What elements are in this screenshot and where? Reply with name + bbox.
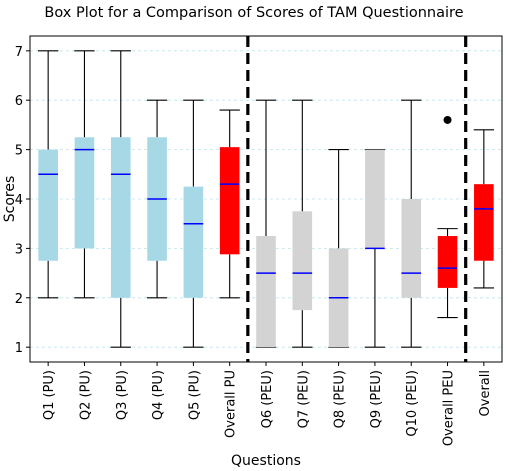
y-tick-label: 2 [15,292,23,307]
y-tick-label: 6 [15,94,23,109]
axes: 1 2 3 4 5 6 7 Q1 (PU) Q2 (PU) Q3 (PU) Q4 (PU) Q5 (P… [15,35,503,446]
box-group [37,36,495,362]
box [183,186,204,298]
y-tick-label: 3 [15,242,23,257]
x-axis-title: Questions [231,453,301,469]
x-tick-label: Q10 (PEU) [405,370,420,437]
x-tick-label: Overall PEU [442,370,457,446]
y-tick-label: 4 [15,193,23,208]
box [38,149,58,261]
box [256,236,276,348]
y-tick-label: 7 [15,45,23,60]
x-tick-label: Q2 (PU) [78,370,93,420]
y-axis-title: Scores [2,176,18,223]
x-tick-label: Q3 (PU) [115,370,130,420]
x-tick-label: Q9 (PEU) [369,370,384,428]
x-tick-label: Q1 (PU) [42,370,57,420]
box [401,199,422,298]
x-tick-label: Q7 (PEU) [296,370,311,428]
box [110,137,131,298]
x-tick-label: Q6 (PEU) [260,370,275,428]
box [219,147,240,255]
x-tick-label: Overall [478,370,493,416]
box [365,149,385,249]
x-tick-label: Q8 (PEU) [333,370,348,428]
box [292,211,313,311]
x-tick-label: Q5 (PU) [187,370,202,420]
y-tick-label: 1 [15,341,23,356]
chart-title: Box Plot for a Comparison of Scores of T… [44,5,463,21]
box [474,184,494,261]
box [74,137,95,249]
x-tick-label: Overall PU [224,370,239,438]
box [437,236,458,288]
x-tick-label: Q4 (PU) [151,370,166,420]
y-tick-label: 5 [15,144,23,159]
outlier-point [443,115,452,124]
plot-frame [29,35,503,363]
